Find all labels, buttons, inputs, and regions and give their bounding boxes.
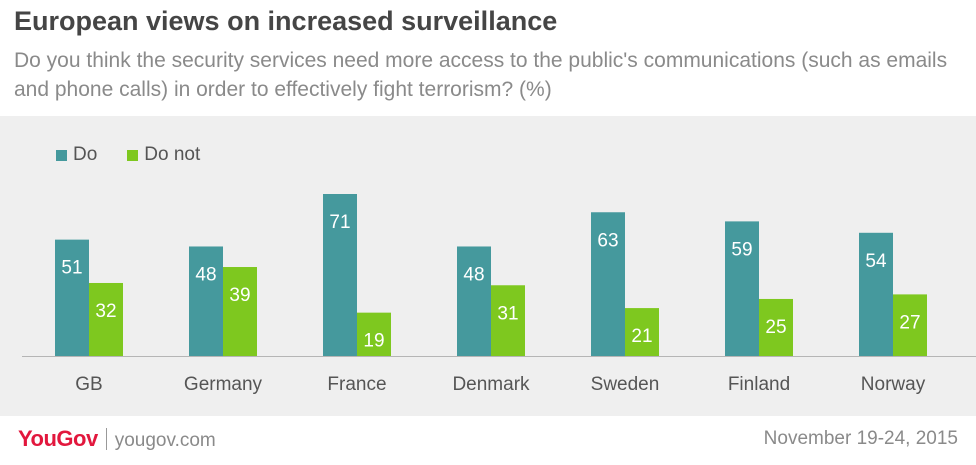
legend-label-do-not: Do not: [144, 144, 201, 165]
bar-do-not: [625, 308, 659, 356]
site-url: yougov.com: [114, 430, 216, 451]
data-label-do-not: 25: [765, 317, 786, 338]
data-label-do: 48: [463, 264, 484, 285]
x-tick-label: France: [327, 374, 386, 395]
bar-do: [457, 246, 491, 356]
bar-do-not: [89, 282, 123, 356]
brand-divider: [105, 428, 107, 450]
data-label-do-not: 32: [95, 301, 116, 322]
legend: Do Do not: [56, 144, 230, 166]
data-label-do: 48: [195, 264, 216, 285]
data-label-do-not: 31: [497, 303, 518, 324]
data-label-do: 59: [731, 239, 752, 260]
bar-do: [323, 194, 357, 356]
bar-do-not: [223, 267, 257, 356]
bar-do: [591, 212, 625, 356]
legend-label-do: Do: [73, 144, 98, 165]
yougov-logo: YouGov: [18, 426, 98, 451]
x-tick-label: Norway: [861, 374, 926, 395]
x-tick-label: Sweden: [591, 374, 660, 395]
bar-do: [189, 246, 223, 356]
chart-subtitle: Do you think the security services need …: [14, 49, 948, 101]
bar-do: [859, 232, 893, 356]
bar-do-not: [759, 298, 793, 356]
legend-item-do: Do: [56, 144, 97, 166]
data-label-do: 51: [61, 258, 82, 279]
data-label-do-not: 39: [229, 285, 250, 306]
bar-do-not: [491, 285, 525, 356]
legend-item-do-not: Do not: [127, 144, 200, 166]
data-label-do-not: 21: [631, 326, 652, 347]
bar-do-not: [357, 312, 391, 356]
chart-title: European views on increased surveillance: [14, 6, 558, 36]
data-label-do: 54: [865, 251, 887, 272]
chart-panel: Do Do not 51 32 GB 48 39 Germany 71 19 France 48 3…: [0, 116, 976, 416]
data-label-do: 63: [597, 230, 618, 251]
survey-date: November 19-24, 2015: [763, 428, 958, 449]
footer: YouGov yougov.com November 19-24, 2015: [0, 416, 976, 465]
data-label-do-not: 27: [899, 312, 920, 333]
legend-swatch-do-not: [127, 149, 139, 161]
x-tick-label: Finland: [728, 374, 790, 395]
x-tick-label: Germany: [184, 374, 263, 395]
x-tick-label: GB: [75, 374, 102, 395]
bar-chart: 51 32 GB 48 39 Germany 71 19 France 48 31 Denmark 63…: [22, 194, 976, 395]
bar-do: [725, 221, 759, 356]
bar-do-not: [893, 294, 927, 356]
data-label-do: 71: [329, 212, 350, 233]
chart-header: European views on increased surveillance…: [0, 0, 976, 116]
brand: YouGov yougov.com: [18, 426, 216, 452]
x-tick-label: Denmark: [452, 374, 530, 395]
data-label-do-not: 19: [363, 331, 384, 352]
bar-do: [55, 239, 89, 356]
legend-swatch-do: [56, 149, 67, 161]
